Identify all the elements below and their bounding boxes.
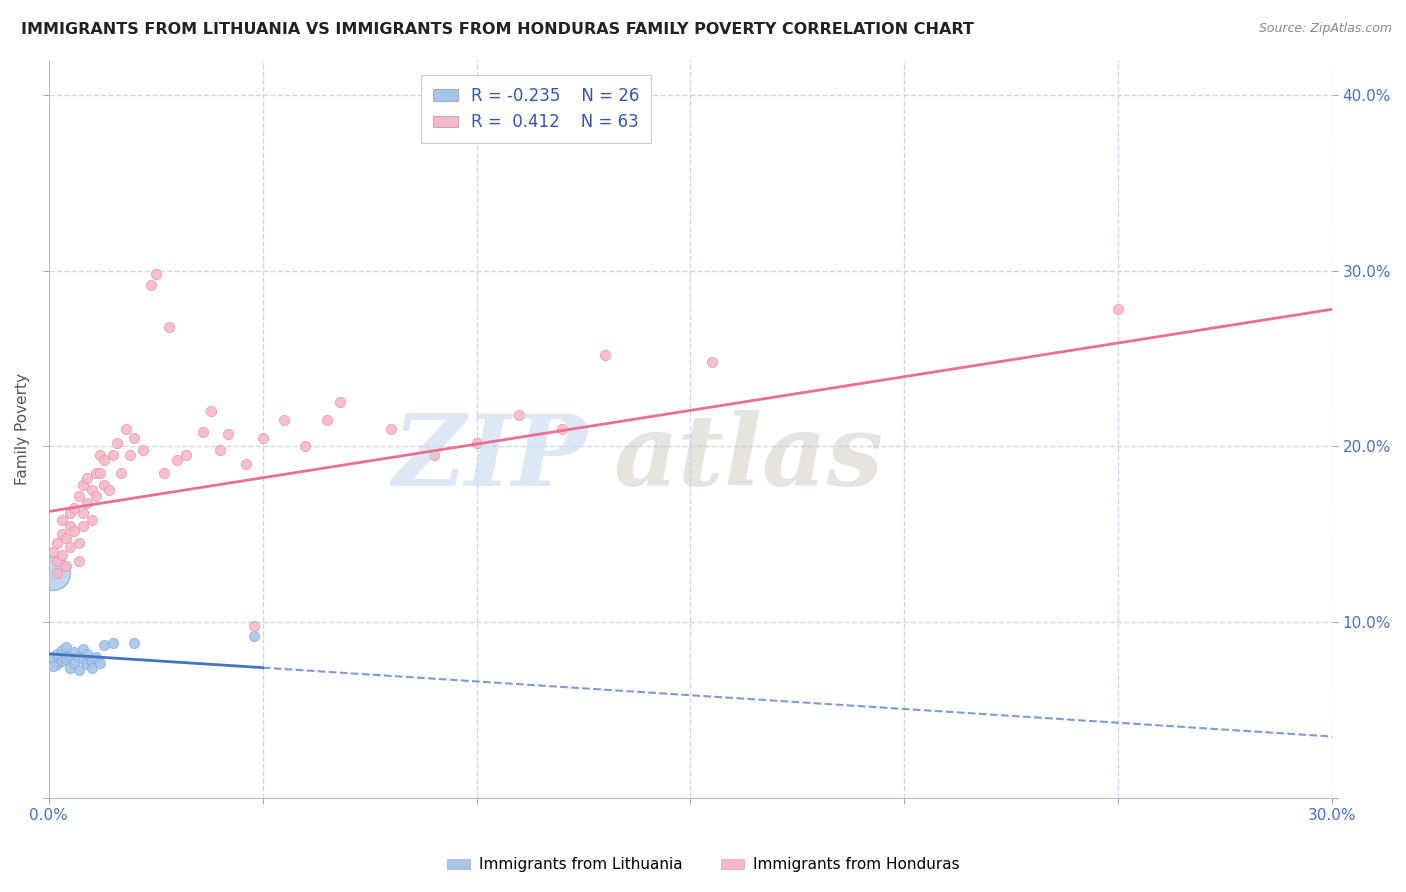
Point <box>243 629 266 643</box>
Point <box>508 408 530 422</box>
Point <box>59 540 82 554</box>
Point <box>593 348 616 362</box>
Legend: R = -0.235    N = 26, R =  0.412    N = 63: R = -0.235 N = 26, R = 0.412 N = 63 <box>422 75 651 143</box>
Point <box>101 636 124 650</box>
Point <box>59 506 82 520</box>
Point <box>46 566 69 580</box>
Point <box>46 536 69 550</box>
Point <box>153 466 176 480</box>
Point <box>67 663 90 677</box>
Point <box>700 355 723 369</box>
Text: ZIP: ZIP <box>392 410 588 507</box>
Point <box>42 566 65 580</box>
Point <box>141 277 163 292</box>
Point <box>273 413 295 427</box>
Point <box>42 650 65 665</box>
Point <box>59 518 82 533</box>
Point <box>67 536 90 550</box>
Point <box>51 549 73 563</box>
Point <box>72 518 94 533</box>
Point <box>124 636 146 650</box>
Point <box>63 645 86 659</box>
Point <box>72 478 94 492</box>
Point <box>294 439 316 453</box>
Point <box>84 489 107 503</box>
Point <box>72 652 94 666</box>
Point <box>80 513 103 527</box>
Point <box>101 448 124 462</box>
Point <box>97 483 120 498</box>
Point <box>76 647 98 661</box>
Point <box>63 656 86 670</box>
Point <box>84 650 107 665</box>
Point <box>200 404 222 418</box>
Point <box>51 513 73 527</box>
Text: Source: ZipAtlas.com: Source: ZipAtlas.com <box>1258 22 1392 36</box>
Point <box>76 471 98 485</box>
Point <box>55 652 77 666</box>
Point <box>59 661 82 675</box>
Point <box>80 654 103 668</box>
Point <box>191 425 214 440</box>
Text: atlas: atlas <box>613 410 883 507</box>
Point <box>89 466 111 480</box>
Point <box>80 483 103 498</box>
Point <box>46 647 69 661</box>
Point <box>63 524 86 538</box>
Point <box>67 554 90 568</box>
Point <box>72 506 94 520</box>
Point <box>132 442 155 457</box>
Point <box>235 457 257 471</box>
Point <box>105 436 128 450</box>
Point <box>93 478 115 492</box>
Point <box>89 656 111 670</box>
Point <box>118 448 141 462</box>
Point <box>93 453 115 467</box>
Point <box>42 659 65 673</box>
Point <box>55 531 77 545</box>
Point <box>217 427 239 442</box>
Legend: Immigrants from Lithuania, Immigrants from Honduras: Immigrants from Lithuania, Immigrants fr… <box>439 849 967 880</box>
Y-axis label: Family Poverty: Family Poverty <box>15 373 30 485</box>
Point <box>46 657 69 672</box>
Point <box>55 559 77 574</box>
Point <box>51 643 73 657</box>
Point <box>51 527 73 541</box>
Point <box>166 453 188 467</box>
Point <box>174 448 197 462</box>
Point <box>51 654 73 668</box>
Point <box>55 640 77 654</box>
Point <box>89 448 111 462</box>
Point <box>80 661 103 675</box>
Point <box>93 638 115 652</box>
Point <box>46 554 69 568</box>
Point <box>63 500 86 515</box>
Point <box>145 267 167 281</box>
Point <box>315 413 337 427</box>
Point <box>157 319 180 334</box>
Point <box>1107 302 1129 317</box>
Point <box>422 448 444 462</box>
Point <box>72 641 94 656</box>
Point <box>208 442 231 457</box>
Point <box>551 422 574 436</box>
Point <box>42 545 65 559</box>
Point <box>67 489 90 503</box>
Point <box>67 650 90 665</box>
Point <box>380 422 402 436</box>
Point <box>243 619 266 633</box>
Point <box>114 422 136 436</box>
Point <box>84 466 107 480</box>
Text: IMMIGRANTS FROM LITHUANIA VS IMMIGRANTS FROM HONDURAS FAMILY POVERTY CORRELATION: IMMIGRANTS FROM LITHUANIA VS IMMIGRANTS … <box>21 22 974 37</box>
Point <box>329 395 352 409</box>
Point <box>59 648 82 663</box>
Point <box>465 436 488 450</box>
Point <box>124 431 146 445</box>
Point <box>110 466 132 480</box>
Point <box>76 657 98 672</box>
Point <box>76 496 98 510</box>
Point <box>252 431 274 445</box>
